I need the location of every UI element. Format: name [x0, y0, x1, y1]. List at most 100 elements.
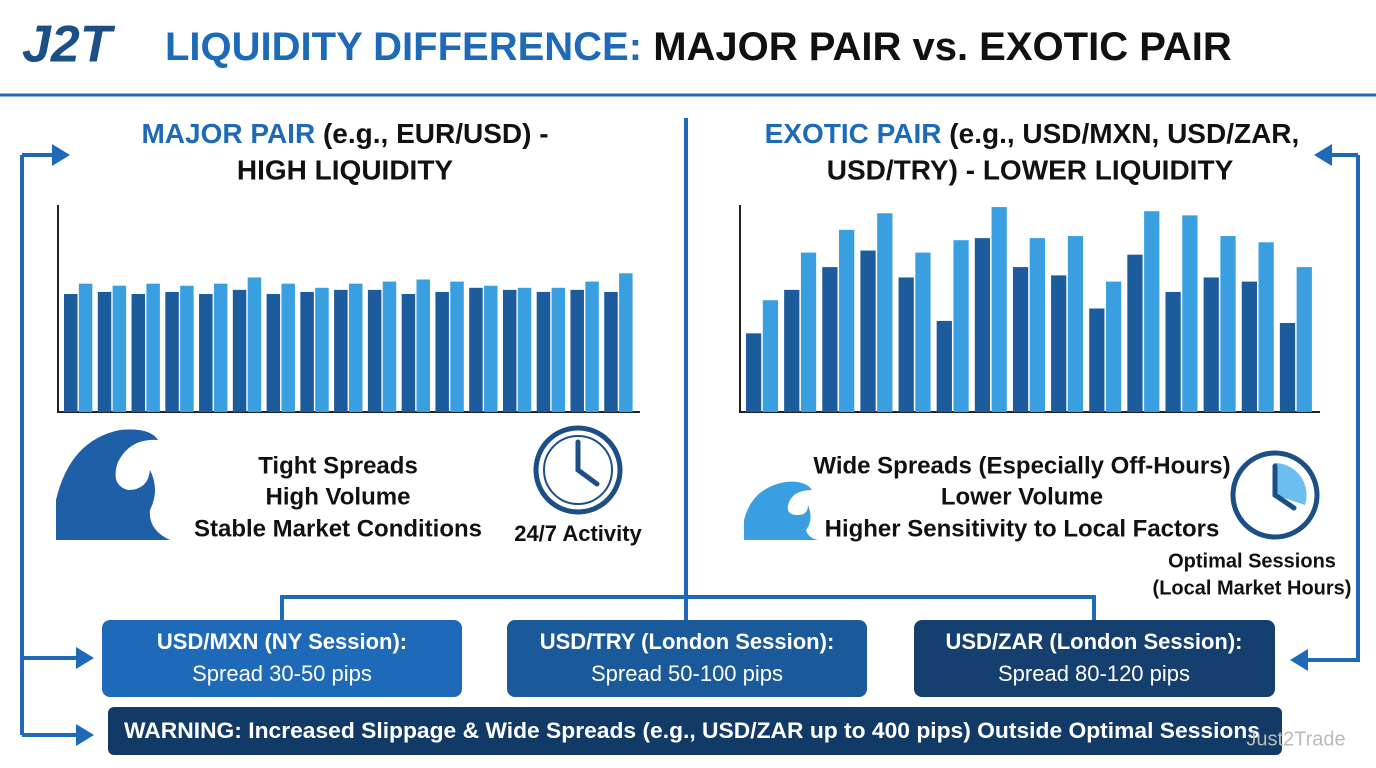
bar [1012, 267, 1029, 412]
bar [64, 294, 78, 412]
title: LIQUIDITY DIFFERENCE: MAJOR PAIR vs. EXO… [165, 25, 1232, 69]
bar [146, 283, 160, 412]
bar [232, 289, 247, 412]
feature: Lower Volume [941, 483, 1103, 510]
bar [800, 252, 817, 412]
bar [991, 207, 1007, 412]
bar [1241, 281, 1257, 412]
bar [502, 289, 517, 412]
bar [450, 281, 464, 412]
bar [936, 320, 952, 412]
bar [953, 240, 969, 412]
bar [334, 289, 348, 412]
bar [517, 287, 532, 412]
bar [1067, 236, 1084, 412]
bar [300, 291, 314, 412]
bar [1279, 322, 1296, 412]
bar [570, 289, 584, 412]
bar [746, 333, 762, 412]
bar [619, 273, 633, 412]
session-box [102, 620, 462, 697]
bar [180, 285, 194, 412]
major-heading-2: HIGH LIQUIDITY [237, 154, 454, 185]
bar [839, 229, 855, 412]
warning-bar [108, 707, 1282, 755]
session-title: USD/MXN (NY Session): [157, 629, 407, 654]
bar [604, 291, 618, 412]
bar [1258, 242, 1274, 412]
watermark: Just2Trade [1246, 728, 1345, 750]
logo: J2T [22, 16, 116, 74]
bar [435, 291, 449, 412]
charts [57, 205, 1320, 413]
bar [266, 294, 281, 412]
exotic-heading-2: USD/TRY) - LOWER LIQUIDITY [827, 154, 1234, 185]
bar [367, 289, 382, 412]
bar [112, 285, 127, 412]
feature: Stable Market Conditions [194, 515, 482, 542]
feature: High Volume [266, 483, 411, 510]
bar [348, 283, 363, 412]
bar [1144, 211, 1160, 412]
bar [1089, 308, 1105, 412]
bar [822, 267, 838, 412]
feature: Wide Spreads (Especially Off-Hours) [813, 452, 1230, 479]
bar [247, 277, 262, 412]
bar [1165, 291, 1181, 412]
clock-label: Optimal Sessions [1168, 550, 1336, 572]
exotic-heading: EXOTIC PAIR (e.g., USD/MXN, USD/ZAR, [765, 118, 1300, 149]
bar [974, 238, 991, 412]
axis [739, 205, 1320, 413]
bar [1105, 281, 1122, 412]
bar [382, 281, 397, 412]
bar [762, 300, 779, 412]
title-highlight: LIQUIDITY DIFFERENCE: [165, 25, 642, 69]
bar [551, 287, 566, 412]
bar [585, 281, 599, 412]
bar [1296, 267, 1312, 412]
bar [784, 289, 800, 412]
heading-rest: (e.g., EUR/USD) - [323, 118, 549, 149]
bar [199, 294, 213, 412]
bar [536, 291, 551, 412]
bar [877, 213, 893, 412]
session-detail: Spread 50-100 pips [591, 661, 783, 686]
bar [1220, 236, 1236, 412]
wave-icon [56, 429, 170, 540]
bar [213, 283, 228, 412]
major-heading: MAJOR PAIR (e.g., EUR/USD) - [141, 118, 548, 149]
session-title: USD/TRY (London Session): [540, 629, 835, 654]
arrowheads [52, 144, 1332, 746]
bar [416, 279, 431, 412]
bar [860, 250, 876, 412]
bar [1029, 238, 1045, 412]
bar [131, 294, 146, 412]
clock-label: 24/7 Activity [514, 521, 642, 546]
clock-label: (Local Market Hours) [1153, 577, 1352, 599]
session-title: USD/ZAR (London Session): [946, 629, 1243, 654]
clock-icon [1230, 450, 1320, 540]
bar [401, 294, 416, 412]
bar [1127, 254, 1143, 412]
bar [1203, 277, 1219, 412]
bar [281, 283, 295, 412]
bar [78, 283, 93, 412]
bar [165, 291, 179, 412]
feature: Higher Sensitivity to Local Factors [825, 515, 1220, 542]
bar [97, 291, 112, 412]
heading-highlight: MAJOR PAIR [141, 118, 315, 149]
heading-rest: (e.g., USD/MXN, USD/ZAR, [949, 118, 1299, 149]
bar [915, 252, 931, 412]
bar [315, 287, 329, 412]
bar [484, 285, 498, 412]
bar [1182, 215, 1198, 412]
bar [1051, 275, 1067, 412]
heading-highlight: EXOTIC PAIR [765, 118, 942, 149]
session-box [507, 620, 867, 697]
session-detail: Spread 30-50 pips [192, 661, 372, 686]
bar [898, 277, 914, 412]
session-box [914, 620, 1275, 697]
title-rest: MAJOR PAIR vs. EXOTIC PAIR [653, 25, 1232, 69]
feature: Tight Spreads [258, 452, 418, 479]
